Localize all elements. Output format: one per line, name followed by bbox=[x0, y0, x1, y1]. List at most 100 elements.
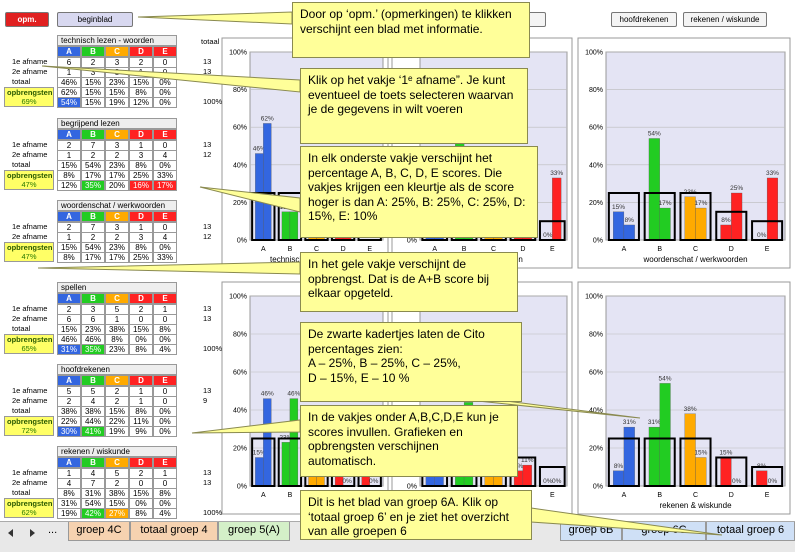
yield-box[interactable]: opbrengsten 69% bbox=[4, 87, 54, 107]
score-cell[interactable]: 8% bbox=[129, 344, 153, 355]
sheet-tab[interactable]: groep 5(A) bbox=[218, 522, 290, 541]
y-tick-label: 60% bbox=[589, 125, 603, 132]
score-cell[interactable]: 19% bbox=[105, 97, 129, 108]
score-cell[interactable]: 4% bbox=[153, 508, 177, 519]
score-cell[interactable]: 17% bbox=[105, 252, 129, 263]
score-cell[interactable]: 12% bbox=[57, 180, 81, 191]
grade-header: E bbox=[153, 293, 177, 304]
tab-prev[interactable] bbox=[8, 529, 13, 537]
yield-label: opbrengsten bbox=[7, 171, 53, 180]
score-cell[interactable]: 20% bbox=[105, 180, 129, 191]
row-total: 13 bbox=[203, 478, 212, 487]
score-cell[interactable]: 42% bbox=[81, 508, 105, 519]
score-cell[interactable]: 8% bbox=[57, 252, 81, 263]
row-label: 1e afname bbox=[12, 57, 48, 66]
callout-text: In de vakjes onder A,B,C,D,E kun je scor… bbox=[308, 410, 499, 468]
row-total: 100% bbox=[203, 508, 223, 517]
toolbar-button[interactable]: hoofdrekenen bbox=[611, 12, 677, 27]
value-label: 15% bbox=[694, 450, 707, 457]
x-tick-label: C bbox=[491, 246, 496, 253]
score-cell[interactable]: 4% bbox=[153, 344, 177, 355]
score-cell[interactable]: 25% bbox=[129, 252, 153, 263]
tab-next[interactable] bbox=[30, 529, 35, 537]
grade-header: E bbox=[153, 457, 177, 468]
sheet-tab[interactable]: groep 4C bbox=[68, 522, 130, 541]
value-label: 15% bbox=[612, 204, 625, 211]
callout-text: De zwarte kadertjes laten de Cito percen… bbox=[308, 327, 485, 356]
row-label: totaal bbox=[12, 324, 31, 333]
yield-value: 72% bbox=[21, 426, 37, 435]
score-cell[interactable]: 31% bbox=[57, 344, 81, 355]
cito-box bbox=[607, 437, 640, 487]
x-tick-label: E bbox=[550, 246, 555, 253]
grade-header: E bbox=[153, 129, 177, 140]
score-cell[interactable]: 15% bbox=[81, 97, 105, 108]
sheet-tab[interactable]: totaal groep 4 bbox=[130, 522, 218, 541]
y-tick-label: 0% bbox=[407, 484, 417, 491]
row-label: 1e afname bbox=[12, 140, 48, 149]
y-tick-label: 60% bbox=[233, 370, 247, 377]
pointer bbox=[37, 261, 301, 275]
row-total: 13 bbox=[203, 304, 212, 313]
row-label: totaal bbox=[12, 160, 31, 169]
yield-box[interactable]: opbrengsten 72% bbox=[4, 416, 54, 436]
score-cell[interactable]: 0% bbox=[153, 426, 177, 437]
score-cell[interactable]: 16% bbox=[129, 180, 153, 191]
score-cell[interactable]: 19% bbox=[105, 426, 129, 437]
grade-header: A bbox=[57, 375, 81, 386]
block-title: begrijpend lezen bbox=[57, 118, 177, 129]
score-cell[interactable]: 35% bbox=[81, 180, 105, 191]
y-tick-label: 100% bbox=[229, 50, 247, 57]
row-label: 1e afname bbox=[12, 304, 48, 313]
grade-header: D bbox=[129, 293, 153, 304]
score-cell[interactable]: 0% bbox=[153, 97, 177, 108]
yield-box[interactable]: opbrengsten 47% bbox=[4, 242, 54, 262]
score-cell[interactable]: 9% bbox=[129, 426, 153, 437]
cito-box bbox=[251, 437, 276, 487]
score-cell[interactable]: 23% bbox=[105, 344, 129, 355]
toolbar-button[interactable]: opm. bbox=[5, 12, 49, 27]
tab-nav[interactable] bbox=[6, 526, 46, 540]
score-cell[interactable]: 33% bbox=[153, 252, 177, 263]
cito-box bbox=[715, 456, 748, 487]
grade-header: C bbox=[105, 211, 129, 222]
value-label: 0% bbox=[342, 478, 352, 485]
yield-box[interactable]: opbrengsten 62% bbox=[4, 498, 54, 518]
value-label: 0% bbox=[768, 478, 778, 485]
score-cell[interactable]: 27% bbox=[105, 508, 129, 519]
yield-box[interactable]: opbrengsten 47% bbox=[4, 170, 54, 190]
toolbar-button[interactable]: rekenen / wiskunde bbox=[683, 12, 767, 27]
x-tick-label: A bbox=[261, 492, 266, 499]
x-tick-label: D bbox=[729, 492, 734, 499]
x-tick-label: C bbox=[314, 246, 319, 253]
pointer bbox=[199, 186, 301, 213]
score-cell[interactable]: 41% bbox=[81, 426, 105, 437]
score-cell[interactable]: 54% bbox=[57, 97, 81, 108]
callout: Dit is het blad van groep 6A. Klik op ‘t… bbox=[300, 490, 532, 540]
score-cell[interactable]: 12% bbox=[129, 97, 153, 108]
score-cell[interactable]: 19% bbox=[57, 508, 81, 519]
x-tick-label: C bbox=[693, 492, 698, 499]
yield-box[interactable]: opbrengsten 65% bbox=[4, 334, 54, 354]
score-cell[interactable]: 17% bbox=[153, 180, 177, 191]
value-label: 31% bbox=[623, 419, 636, 426]
value-label: 8% bbox=[614, 463, 624, 470]
callout-text: In het gele vakje verschijnt de opbrengs… bbox=[308, 257, 490, 300]
cito-box bbox=[538, 220, 566, 241]
value-label: 0% bbox=[732, 478, 742, 485]
grade-header: C bbox=[105, 46, 129, 57]
value-label: 46% bbox=[261, 391, 274, 398]
tab-more[interactable]: ... bbox=[48, 524, 58, 536]
value-label: 46% bbox=[287, 391, 300, 398]
toolbar-button[interactable]: beginblad bbox=[57, 12, 133, 27]
x-tick-label: B bbox=[657, 246, 662, 253]
sheet-tab[interactable]: totaal groep 6 bbox=[706, 522, 795, 541]
score-cell[interactable]: 17% bbox=[81, 252, 105, 263]
value-label: 38% bbox=[684, 406, 697, 413]
grade-header: D bbox=[129, 211, 153, 222]
grade-header: E bbox=[153, 211, 177, 222]
score-cell[interactable]: 8% bbox=[129, 508, 153, 519]
score-cell[interactable]: 35% bbox=[81, 344, 105, 355]
y-tick-label: 20% bbox=[589, 200, 603, 207]
score-cell[interactable]: 30% bbox=[57, 426, 81, 437]
